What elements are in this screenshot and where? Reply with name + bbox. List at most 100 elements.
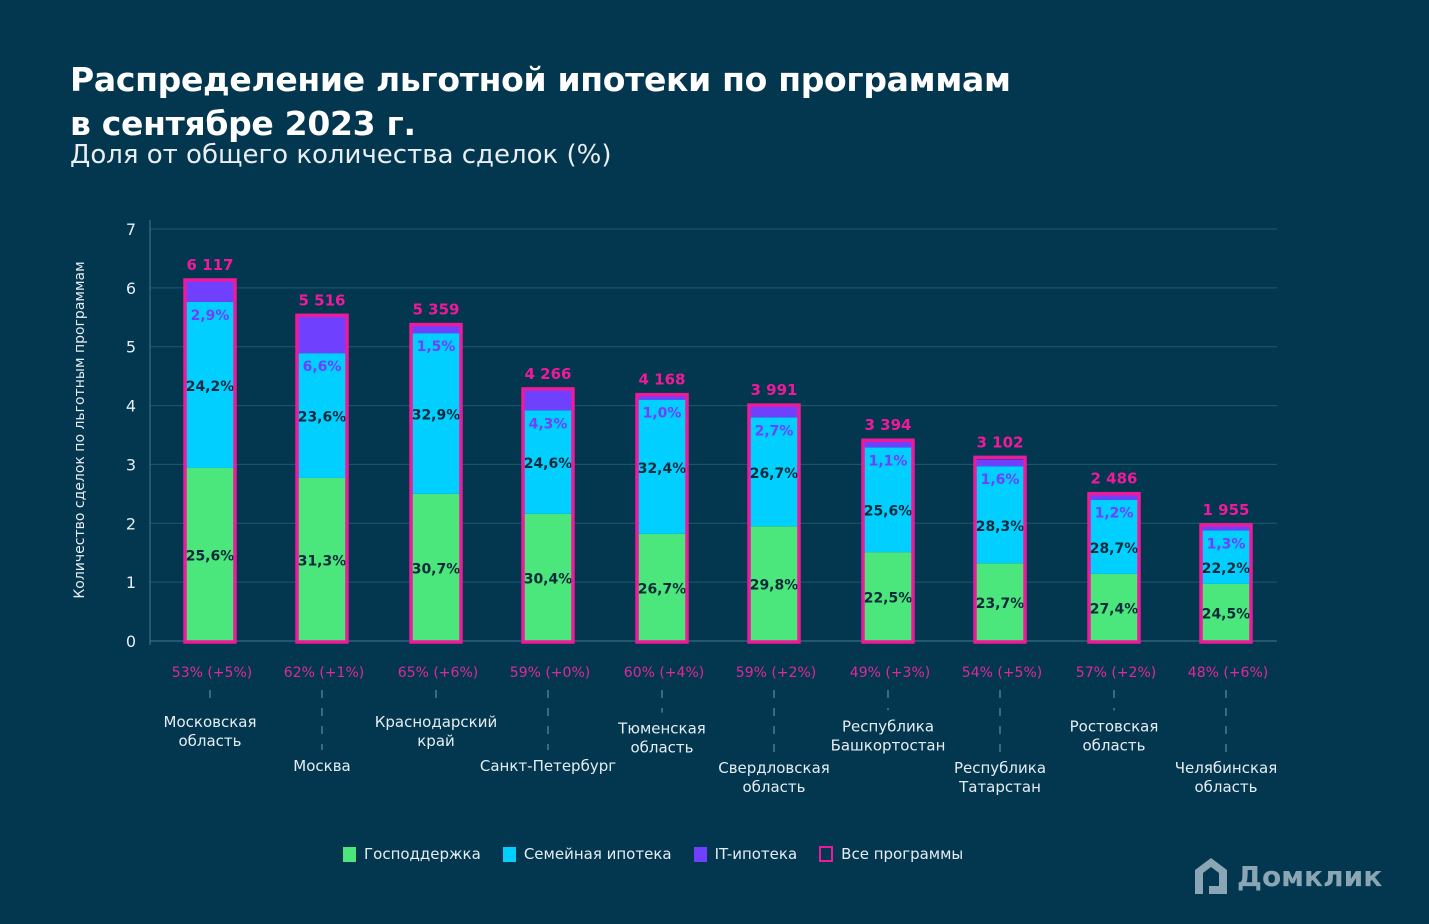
y-tick-label: 2 xyxy=(126,514,136,533)
y-tick-label: 4 xyxy=(126,397,136,416)
y-axis-label: Количество сделок по льготным программам xyxy=(72,261,88,598)
bar-segment-it xyxy=(864,441,912,448)
bar-segment-gospodderzhka xyxy=(750,526,798,641)
bar-total-outline xyxy=(973,455,1027,644)
bar-segment-semeinaya xyxy=(864,447,912,553)
bar-total-label: 3 991 xyxy=(751,381,798,399)
category-label: Москва xyxy=(293,757,350,775)
bar-segment-semeinaya xyxy=(1090,499,1138,574)
bar-label-it: 4,3% xyxy=(529,416,568,432)
bar-label-it: 1,3% xyxy=(1207,536,1246,552)
bar-segment-semeinaya xyxy=(976,466,1024,564)
bar-label-it: 2,7% xyxy=(755,423,794,439)
bar-segment-it xyxy=(1202,525,1250,531)
category-label: Челябинская xyxy=(1175,759,1277,777)
bar-label-it: 1,5% xyxy=(417,339,456,355)
legend-label: Семейная ипотека xyxy=(523,845,672,863)
share-label: 59% (+2%) xyxy=(736,665,816,681)
legend-swatch-green xyxy=(343,846,356,862)
bar-label-it: 1,2% xyxy=(1095,506,1134,522)
bar-label-semeinaya: 24,2% xyxy=(186,379,235,395)
bar-segment-gospodderzhka xyxy=(186,467,234,641)
share-label: 60% (+4%) xyxy=(624,665,704,681)
bar-segment-gospodderzhka xyxy=(412,493,460,641)
bar-label-semeinaya: 22,2% xyxy=(1202,561,1251,577)
share-label: 53% (+5%) xyxy=(172,665,252,681)
legend-label: Господдержка xyxy=(364,845,481,863)
bar-label-gospodderzhka: 30,4% xyxy=(524,571,573,587)
bar-segment-semeinaya xyxy=(638,399,686,534)
y-tick-label: 3 xyxy=(126,455,136,474)
share-label: 57% (+2%) xyxy=(1076,665,1156,681)
legend-item-it: IT-ипотека xyxy=(693,845,798,863)
bar-segment-gospodderzhka xyxy=(1202,583,1250,641)
bar-label-gospodderzhka: 27,4% xyxy=(1090,601,1139,617)
bar-segment-semeinaya xyxy=(1202,530,1250,584)
bar-total-outline xyxy=(1087,491,1141,644)
bar-total-label: 1 955 xyxy=(1203,501,1250,519)
legend-item-gospodderzhka: Господдержка xyxy=(343,845,481,863)
bar-label-semeinaya: 32,9% xyxy=(412,408,461,424)
title-line-1: Распределение льготной ипотеки по програ… xyxy=(70,60,1011,99)
legend-swatch-outline xyxy=(819,846,834,862)
bar-total-outline xyxy=(635,392,689,644)
legend-label: IT-ипотека xyxy=(714,845,798,863)
bar-total-outline xyxy=(521,387,575,644)
category-label: край xyxy=(417,732,455,750)
bar-total-outline xyxy=(409,322,463,644)
bar-label-gospodderzhka: 31,3% xyxy=(298,553,347,569)
category-label: Татарстан xyxy=(958,778,1041,796)
bar-label-semeinaya: 28,7% xyxy=(1090,541,1139,557)
bar-total-label: 3 394 xyxy=(865,416,912,434)
bar-label-gospodderzhka: 25,6% xyxy=(186,548,235,564)
bar-label-it: 6,6% xyxy=(303,359,342,375)
legend-item-all: Все программы xyxy=(819,845,963,863)
bar-label-it: 1,1% xyxy=(869,453,908,469)
y-tick-label: 6 xyxy=(126,279,136,298)
category-label: область xyxy=(178,732,241,750)
chart-title: Распределение льготной ипотеки по програ… xyxy=(70,58,1011,146)
category-label: Свердловская xyxy=(718,759,830,777)
bar-label-semeinaya: 32,4% xyxy=(638,461,687,477)
bar-segment-gospodderzhka xyxy=(864,552,912,641)
legend: Господдержка Семейная ипотека IT-ипотека… xyxy=(343,845,963,863)
y-tick-label: 1 xyxy=(126,573,136,592)
bar-segment-gospodderzhka xyxy=(638,533,686,641)
bar-total-label: 4 168 xyxy=(639,371,686,389)
bar-segment-semeinaya xyxy=(524,410,572,514)
bar-label-semeinaya: 23,6% xyxy=(298,410,347,426)
bar-segment-semeinaya xyxy=(412,333,460,494)
category-label: Московская xyxy=(164,713,257,731)
domclick-logo: Домклик xyxy=(1193,856,1382,896)
category-label: Республика xyxy=(842,717,934,735)
bar-total-outline xyxy=(295,313,349,644)
bar-total-label: 5 516 xyxy=(299,291,346,309)
bar-label-it: 1,6% xyxy=(981,472,1020,488)
share-label: 62% (+1%) xyxy=(284,665,364,681)
bar-label-gospodderzhka: 24,5% xyxy=(1202,606,1251,622)
bar-segment-it xyxy=(186,280,234,302)
bar-total-label: 2 486 xyxy=(1091,470,1138,488)
bar-total-outline xyxy=(747,403,801,644)
category-label: Башкортостан xyxy=(831,736,946,754)
share-label: 48% (+6%) xyxy=(1188,665,1268,681)
bar-segment-it xyxy=(524,389,572,411)
bar-segment-semeinaya xyxy=(186,301,234,468)
y-tick-label: 7 xyxy=(126,220,136,239)
y-tick-label: 0 xyxy=(126,632,136,651)
share-label: 54% (+5%) xyxy=(962,665,1042,681)
bar-segment-it xyxy=(750,406,798,418)
bar-label-semeinaya: 24,6% xyxy=(524,456,573,472)
bar-total-label: 3 102 xyxy=(977,433,1024,451)
bar-segment-semeinaya xyxy=(298,353,346,478)
house-icon xyxy=(1195,858,1227,894)
bar-total-outline xyxy=(183,278,237,644)
legend-swatch-purple xyxy=(693,846,707,862)
bar-label-gospodderzhka: 22,5% xyxy=(864,591,913,607)
legend-swatch-cyan xyxy=(502,846,516,862)
bar-total-label: 5 359 xyxy=(413,301,460,319)
category-label: область xyxy=(1194,778,1257,796)
bar-total-outline xyxy=(1199,523,1253,644)
bar-label-it: 1,0% xyxy=(643,406,682,422)
